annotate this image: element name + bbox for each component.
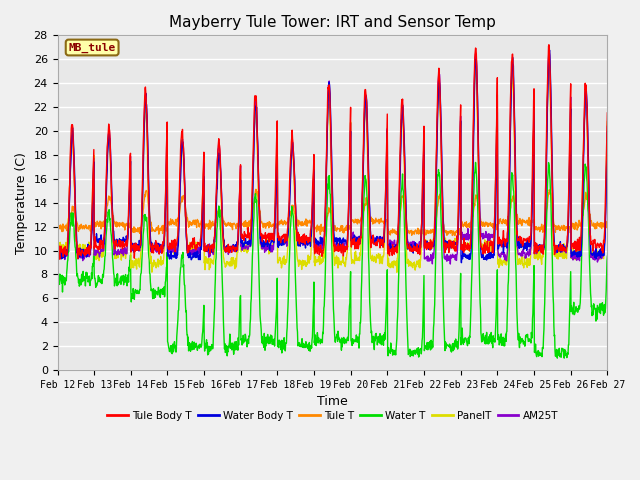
- Tule Body T: [56, 256, 63, 262]
- Water T: [554, 355, 561, 361]
- PanelT: [237, 249, 245, 255]
- Legend: Tule Body T, Water Body T, Tule T, Water T, PanelT, AM25T: Tule Body T, Water Body T, Tule T, Water…: [103, 407, 562, 425]
- PanelT: [176, 179, 184, 184]
- AM25T: [545, 49, 553, 55]
- Tule T: [252, 186, 260, 192]
- Text: MB_tule: MB_tule: [68, 42, 116, 53]
- Water Body T: [418, 227, 426, 232]
- Water Body T: [176, 198, 184, 204]
- Water Body T: [237, 239, 245, 244]
- Line: Tule T: Tule T: [58, 189, 607, 236]
- AM25T: [447, 261, 454, 267]
- Water T: [176, 274, 184, 280]
- Tule T: [451, 233, 459, 239]
- X-axis label: Time: Time: [317, 396, 348, 408]
- Tule Body T: [539, 246, 547, 252]
- Line: Water T: Water T: [58, 162, 607, 358]
- Line: AM25T: AM25T: [58, 52, 607, 264]
- Line: PanelT: PanelT: [58, 66, 607, 272]
- Tule Body T: [177, 164, 184, 169]
- AM25T: [604, 123, 611, 129]
- Line: Water Body T: Water Body T: [58, 50, 607, 263]
- Water Body T: [458, 260, 465, 265]
- AM25T: [418, 219, 426, 225]
- Water Body T: [163, 168, 170, 173]
- Tule Body T: [545, 42, 553, 48]
- Tule T: [490, 223, 498, 229]
- Y-axis label: Temperature (C): Temperature (C): [15, 152, 28, 253]
- Water T: [418, 346, 426, 352]
- PanelT: [545, 63, 553, 69]
- Tule T: [176, 208, 184, 214]
- PanelT: [163, 163, 170, 168]
- Tule Body T: [163, 133, 171, 139]
- AM25T: [54, 247, 61, 252]
- Water Body T: [545, 47, 553, 53]
- Tule Body T: [238, 235, 246, 241]
- Water Body T: [604, 130, 611, 135]
- Title: Mayberry Tule Tower: IRT and Sensor Temp: Mayberry Tule Tower: IRT and Sensor Temp: [169, 15, 496, 30]
- Tule T: [539, 229, 547, 235]
- Tule T: [54, 225, 61, 230]
- AM25T: [176, 186, 184, 192]
- Tule T: [604, 220, 611, 226]
- Tule T: [418, 228, 426, 234]
- Tule T: [237, 219, 245, 225]
- AM25T: [539, 249, 547, 255]
- Water T: [237, 336, 245, 342]
- Water Body T: [54, 248, 61, 254]
- PanelT: [604, 119, 611, 125]
- PanelT: [539, 252, 547, 258]
- Water T: [539, 345, 547, 350]
- PanelT: [490, 241, 498, 247]
- Water T: [163, 264, 170, 270]
- PanelT: [418, 215, 426, 221]
- AM25T: [163, 156, 170, 161]
- Water T: [54, 281, 61, 287]
- Water T: [490, 338, 498, 344]
- Water Body T: [539, 243, 547, 249]
- Tule Body T: [604, 110, 611, 116]
- Line: Tule Body T: Tule Body T: [58, 45, 607, 259]
- PanelT: [54, 240, 61, 246]
- Tule Body T: [490, 237, 498, 242]
- AM25T: [490, 229, 498, 235]
- PanelT: [393, 269, 401, 275]
- Water T: [472, 159, 479, 165]
- Water T: [604, 253, 611, 259]
- AM25T: [237, 244, 245, 250]
- Tule Body T: [418, 201, 426, 207]
- Tule Body T: [54, 251, 61, 256]
- Water Body T: [490, 252, 498, 258]
- Tule T: [163, 226, 170, 231]
